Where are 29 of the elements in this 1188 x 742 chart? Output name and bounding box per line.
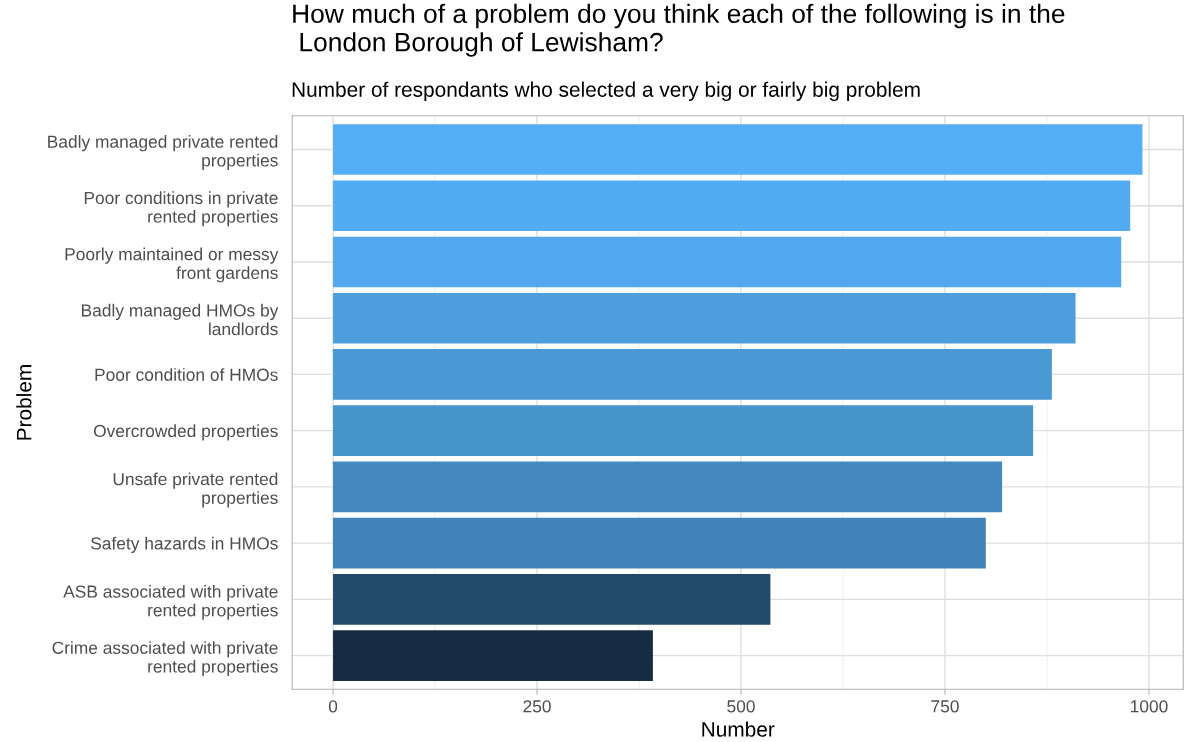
x-axis-title: Number [702,721,775,737]
bar [333,292,1076,344]
bar [333,574,771,625]
y-tick-label: Crime associated with private rented properties [52,641,278,677]
y-tick-label: Poor conditions in private rented properties [84,191,278,227]
y-tick-label: ASB associated with private rented properties [63,584,278,620]
bar [333,461,1003,513]
bar [333,630,653,681]
y-tick-label: Badly managed HMOs by landlords [81,303,279,336]
x-tick-label: 500 [727,700,755,713]
x-tick-label: 250 [523,700,551,713]
bar [333,349,1052,400]
bar [333,405,1034,456]
x-tick-label: 0 [328,700,338,713]
y-tick-label: Badly managed private rented properties [48,135,278,170]
y-axis-title: Problem [16,365,32,440]
y-tick-label: Poor condition of HMOs [95,368,278,381]
bar [333,236,1122,288]
bar [333,180,1131,232]
bar [333,124,1143,175]
y-tick-label: Safety hazards in HMOs [91,536,278,554]
bar [333,517,986,569]
x-tick-label: 750 [931,700,959,713]
y-tick-label: Overcrowded properties [93,424,278,441]
chart-title: How much of a problem do you think each of the following is in the London Borough of Lewisham? [293,3,1065,57]
y-tick-label: Poorly maintained or messy front gardens [65,247,279,283]
chart-subtitle: Number of respondants who selected a very big or fairly big problem [292,81,920,102]
x-tick-label: 1000 [1130,700,1168,713]
y-tick-label: Unsafe private rented properties [113,472,278,508]
